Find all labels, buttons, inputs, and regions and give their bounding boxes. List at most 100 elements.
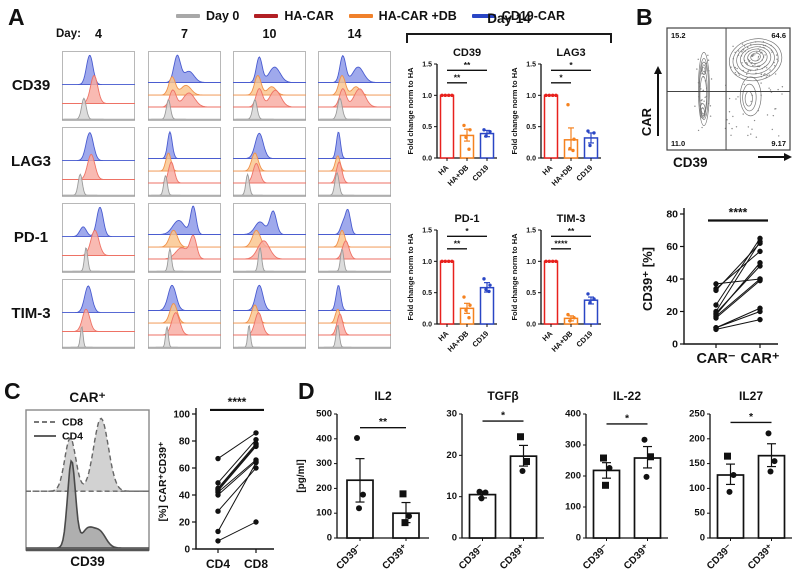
- y-tick-label: 0.5: [422, 290, 432, 297]
- data-point: [478, 495, 485, 502]
- significance-label: **: [464, 60, 471, 70]
- data-point: [450, 93, 454, 98]
- data-point: [572, 316, 576, 320]
- x-tick-label: CD39⁺: [622, 542, 652, 572]
- day-column-label: 14: [347, 27, 362, 41]
- y-tick-label: 80: [179, 437, 191, 448]
- quadrant-value-br: 9.17: [771, 139, 786, 148]
- legend-swatch: [348, 14, 373, 18]
- data-point: [464, 308, 468, 312]
- ridgeline-cell: [62, 203, 135, 273]
- pair-line: [715, 242, 761, 291]
- y-tick-label: 0.5: [526, 290, 536, 297]
- legend-label: HA-CAR: [284, 9, 334, 23]
- y-axis-label: Fold change norm to HA: [510, 233, 519, 321]
- significance-label: **: [568, 226, 575, 236]
- x-tick-label: HA: [436, 163, 450, 177]
- chart-day14-pd1: PD-1 0.0 0.5 1.0 1.5 Fold change norm to HA **…: [404, 210, 504, 368]
- data-point: [447, 93, 451, 98]
- y-axis-label: Fold change norm to HA: [406, 233, 415, 321]
- data-point: [354, 435, 360, 442]
- ridgeline-cell: [318, 203, 391, 273]
- y-tick-label: 250: [689, 409, 705, 420]
- chart-cytokine-il2: IL2 0 100 200 300 400 500 [pg/ml] ** CD39⁻ CD39⁺: [295, 388, 435, 582]
- data-point: [482, 489, 489, 496]
- ridgeline-cell: [148, 51, 221, 121]
- significance-label: **: [454, 238, 461, 248]
- ridgeline-cell: [233, 127, 306, 197]
- bar: [479, 286, 495, 325]
- y-tick-label: 0.0: [526, 322, 536, 329]
- y-tick-label: 0: [672, 339, 678, 351]
- significance-label: ****: [554, 238, 568, 248]
- significance-label: **: [454, 72, 461, 82]
- significance-label: *: [501, 410, 506, 422]
- data-point: [476, 488, 483, 495]
- data-point: [468, 303, 472, 307]
- data-point: [592, 297, 596, 301]
- data-point: [713, 326, 719, 333]
- y-tick-label: 150: [689, 458, 705, 469]
- pair-line: [217, 432, 257, 459]
- pair-line: [217, 439, 257, 484]
- chart-cytokine-tgfb: TGFβ 0 10 20 30 * CD39⁻ CD39⁺: [432, 388, 552, 582]
- x-tick-label: HA+DB: [550, 163, 575, 188]
- y-tick-label: 40: [179, 491, 191, 502]
- bar: [439, 94, 455, 159]
- pair-line: [715, 319, 761, 330]
- data-point: [713, 287, 719, 294]
- data-point: [399, 490, 407, 498]
- data-point: [713, 281, 719, 287]
- panel-b-label: B: [636, 4, 653, 30]
- data-point: [641, 436, 648, 443]
- legend-label-cd4: CD4: [62, 431, 83, 443]
- data-point: [757, 248, 763, 255]
- y-tick-label: 400: [316, 433, 332, 444]
- legend-swatch: [176, 14, 200, 18]
- significance-label: **: [379, 416, 388, 428]
- y-tick-label: 500: [316, 409, 332, 420]
- x-tick-label: CD39⁻: [705, 542, 735, 572]
- ridgeline-cell: [318, 127, 391, 197]
- significance-label: *: [465, 226, 469, 236]
- y-tick-label: 10: [446, 491, 457, 502]
- data-point: [447, 259, 451, 264]
- y-axis-label: Fold change norm to HA: [510, 67, 519, 155]
- ridgeline-cell: [62, 279, 135, 349]
- data-point: [443, 93, 447, 98]
- chart-title: PD-1: [454, 213, 479, 225]
- data-point: [602, 481, 609, 489]
- pair-line: [217, 467, 257, 512]
- data-point: [547, 93, 551, 98]
- y-tick-label: 300: [565, 440, 581, 451]
- y-tick-label: 20: [446, 450, 457, 461]
- data-point: [487, 289, 491, 294]
- data-point: [215, 508, 221, 514]
- data-point: [215, 455, 221, 462]
- paired-plot-cd4cd8: 0 20 40 60 80 100 [%] CAR⁺CD39⁺ **** CD4 CD8: [156, 384, 294, 582]
- paired-plot-car: 0 20 40 60 80 CD39⁺ [%] **** CAR⁻ CAR⁺: [640, 190, 804, 380]
- data-point: [253, 430, 259, 436]
- bar: [543, 260, 559, 325]
- y-tick-label: 1.5: [526, 62, 536, 69]
- y-tick-label: 40: [666, 274, 678, 286]
- cd4-histogram: [26, 459, 149, 549]
- bar: [543, 94, 559, 159]
- data-point: [730, 472, 737, 479]
- data-point: [450, 259, 454, 264]
- x-tick-label: HA: [540, 163, 554, 177]
- ridgeline-cell: [148, 203, 221, 273]
- ridgeline-cell: [148, 279, 221, 349]
- x-tick-label: CD19: [574, 329, 594, 349]
- data-point: [467, 316, 471, 320]
- y-tick-label: 0.0: [422, 156, 432, 163]
- pair-line: [217, 521, 257, 542]
- marker-row-label: LAG3: [10, 153, 51, 170]
- data-point: [215, 528, 221, 535]
- data-point: [765, 430, 772, 437]
- legend-swatch: [471, 14, 496, 18]
- x-tick-label: HA+DB: [446, 329, 471, 354]
- data-point: [554, 93, 558, 98]
- x-tick-label: CD39⁻: [457, 542, 487, 572]
- data-point: [215, 480, 221, 486]
